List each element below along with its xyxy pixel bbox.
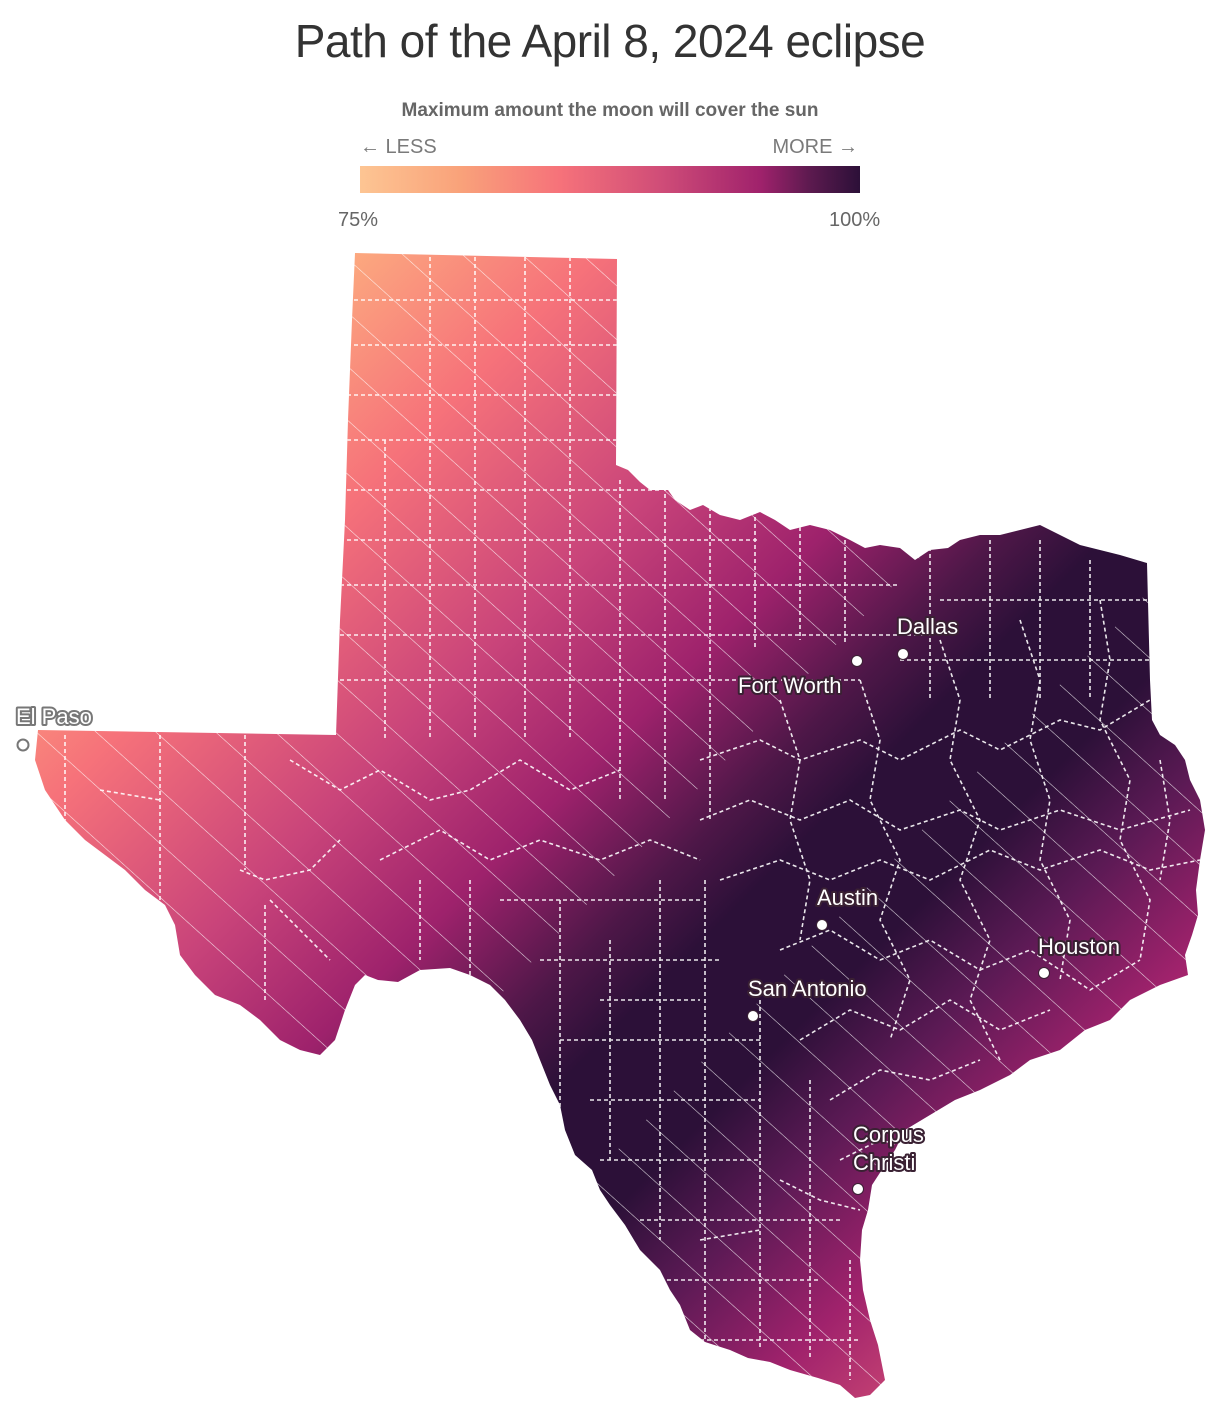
city-dot-icon — [16, 738, 30, 752]
city-dot-icon — [747, 1010, 759, 1022]
legend-title: Maximum amount the moon will cover the s… — [401, 100, 819, 121]
state-fill — [35, 253, 1205, 1398]
legend-color-bar — [360, 166, 860, 193]
city-dot-icon — [816, 919, 828, 931]
city-label: Houston — [1038, 934, 1120, 959]
city-label: Dallas — [897, 614, 958, 639]
city-dot-icon — [852, 1183, 864, 1195]
legend-min-value: 75% — [338, 209, 379, 231]
partial-eclipse-hatching — [35, 253, 1205, 1398]
legend-more-label: MORE → — [772, 136, 858, 158]
city-dot-icon — [1038, 967, 1050, 979]
city-label-line-1: Corpus — [853, 1122, 924, 1147]
city-austin[interactable]: Austin — [815, 883, 880, 931]
legend-less-label: ← LESS — [360, 136, 437, 158]
city-el-paso[interactable]: El Paso — [14, 702, 94, 752]
chart-title: Path of the April 8, 2024 eclipse — [294, 15, 926, 67]
legend-max-value: 100% — [829, 209, 881, 231]
city-label: Austin — [817, 885, 878, 910]
city-label-line-2: Christi — [853, 1150, 915, 1175]
city-label: Fort Worth — [738, 673, 842, 698]
city-fort-worth[interactable]: Fort Worth — [736, 655, 863, 700]
city-dallas[interactable]: Dallas — [895, 612, 960, 660]
city-san-antonio[interactable]: San Antonio — [746, 974, 869, 1022]
city-corpus-christi[interactable]: Corpus Christi — [851, 1120, 926, 1195]
city-dot-icon — [851, 655, 863, 667]
city-label: El Paso — [16, 704, 92, 729]
city-label: San Antonio — [748, 976, 867, 1001]
city-houston[interactable]: Houston — [1036, 932, 1122, 979]
city-markers: El Paso Dallas Fort Worth Austin San Ant… — [14, 612, 1122, 1195]
city-dot-icon — [897, 648, 909, 660]
